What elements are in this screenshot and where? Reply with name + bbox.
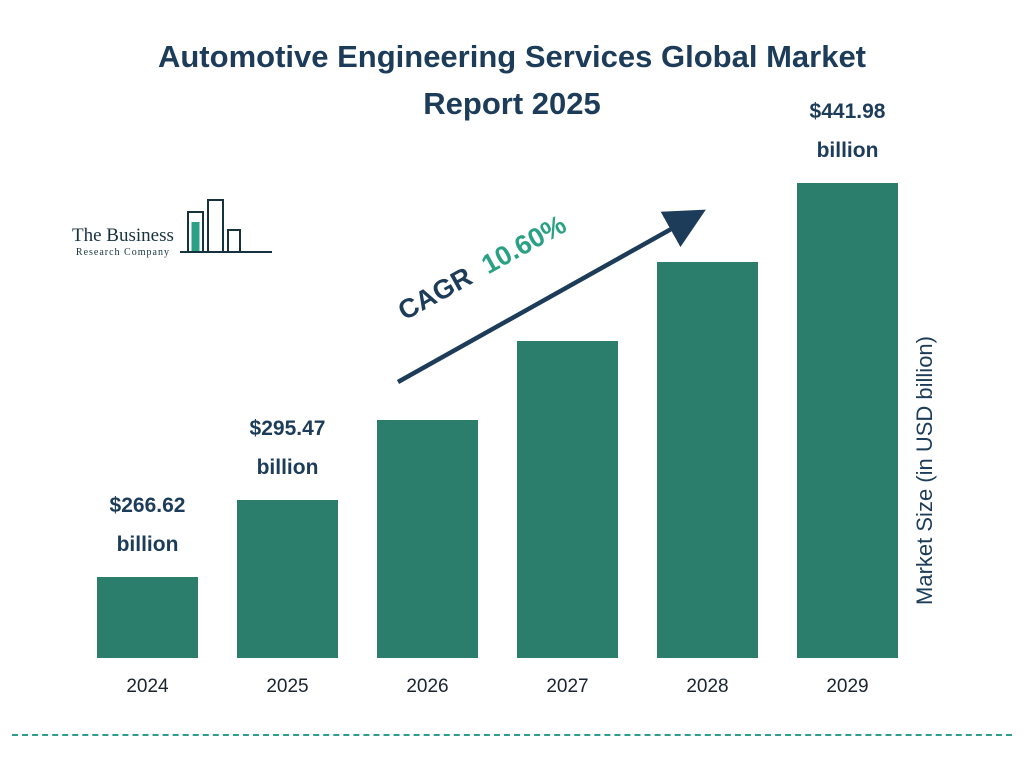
y-axis-label: Market Size (in USD billion) [912, 336, 937, 605]
bar-column-2025: $295.47 billion 2025 [237, 183, 338, 697]
bar-value-unit: billion [256, 456, 319, 480]
bar-column-2028: 2028 [657, 183, 758, 697]
logo-line1: The Business [72, 225, 174, 246]
bar-2025 [237, 500, 338, 658]
bar-column-2027: 2027 [517, 183, 618, 697]
x-axis-tick: 2029 [826, 676, 869, 697]
bar-value-amount: $266.62 [109, 494, 186, 518]
x-axis-tick: 2027 [546, 676, 589, 697]
bar-value-label: $266.62 billion [63, 487, 233, 565]
bar-value-amount: $295.47 [249, 417, 326, 441]
logo-line2: Research Company [75, 247, 170, 258]
bar-2029 [797, 183, 898, 658]
x-axis-tick: 2024 [126, 676, 169, 697]
company-logo-text: The Business Research Company [72, 225, 174, 258]
page-title-text: Automotive Engineering Services Global M… [157, 39, 867, 121]
bar-column-2029: $441.98 billion 2029 [797, 100, 898, 697]
bar-value-label: $295.47 billion [203, 410, 373, 488]
bar-value-amount: $441.98 [809, 100, 886, 124]
bar-2027 [517, 341, 618, 658]
bar-value-unit: billion [816, 139, 879, 163]
bar-column-2024: $266.62 billion 2024 [97, 183, 198, 697]
bar-value-label: $441.98 billion [763, 93, 933, 171]
bottom-dashed-line [12, 734, 1012, 736]
logo-bars-icon [179, 199, 272, 253]
bar-column-2026: 2026 [377, 183, 478, 697]
company-logo: The Business Research Company [72, 196, 274, 258]
x-axis-tick: 2025 [266, 676, 309, 697]
x-axis-tick: 2028 [686, 676, 729, 697]
x-axis-tick: 2026 [406, 676, 449, 697]
bar-2026 [377, 420, 478, 658]
page-title: Automotive Engineering Services Global M… [0, 34, 1024, 127]
bar-2028 [657, 262, 758, 658]
bar-value-unit: billion [116, 533, 179, 557]
bar-2024 [97, 577, 198, 658]
